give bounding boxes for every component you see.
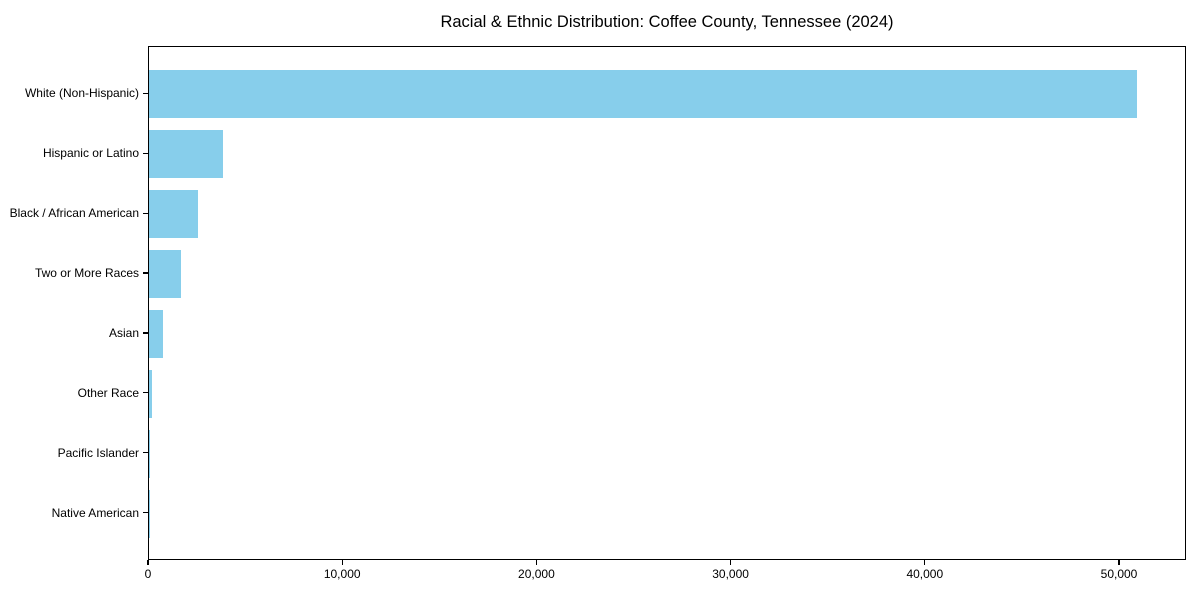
y-tick-label: White (Non-Hispanic): [24, 86, 139, 101]
bar-asian: [149, 309, 163, 358]
y-tick-mark: [143, 212, 148, 214]
x-tick-label: 50,000: [1100, 567, 1138, 581]
y-tick-mark: [143, 152, 148, 154]
bar-white-non-hispanic: [149, 70, 1138, 119]
bar-two-or-more-races: [149, 250, 182, 298]
x-tick-mark: [341, 560, 343, 565]
bar-other-race: [149, 369, 152, 418]
plot-area: [148, 46, 1186, 560]
y-tick-mark: [143, 272, 148, 274]
y-tick-mark: [143, 452, 148, 454]
y-tick-label: Two or More Races: [34, 266, 139, 281]
y-tick-mark: [143, 512, 148, 514]
y-tick-mark: [143, 92, 148, 94]
x-tick-label: 20,000: [518, 567, 555, 581]
y-tick-label: Hispanic or Latino: [42, 146, 139, 161]
x-tick-mark: [730, 560, 732, 565]
bar-hispanic-or-latino: [149, 130, 223, 179]
chart-title: Racial & Ethnic Distribution: Coffee Cou…: [440, 13, 894, 31]
y-tick-label: Other Race: [77, 385, 139, 400]
y-tick-mark: [143, 392, 148, 394]
x-tick-mark: [924, 560, 926, 565]
x-tick-mark: [147, 560, 149, 565]
x-tick-label: 40,000: [906, 567, 944, 581]
x-tick-label: 0: [144, 567, 152, 581]
x-tick-mark: [1118, 560, 1120, 565]
y-tick-label: Asian: [108, 325, 139, 340]
bar-black-african-american: [149, 190, 198, 239]
x-tick-label: 30,000: [712, 567, 749, 581]
y-tick-mark: [143, 332, 148, 334]
x-tick-label: 10,000: [323, 567, 361, 581]
y-tick-label: Black / African American: [9, 206, 139, 221]
y-tick-label: Pacific Islander: [57, 445, 139, 460]
y-tick-label: Native American: [51, 505, 139, 520]
x-tick-mark: [535, 560, 537, 565]
